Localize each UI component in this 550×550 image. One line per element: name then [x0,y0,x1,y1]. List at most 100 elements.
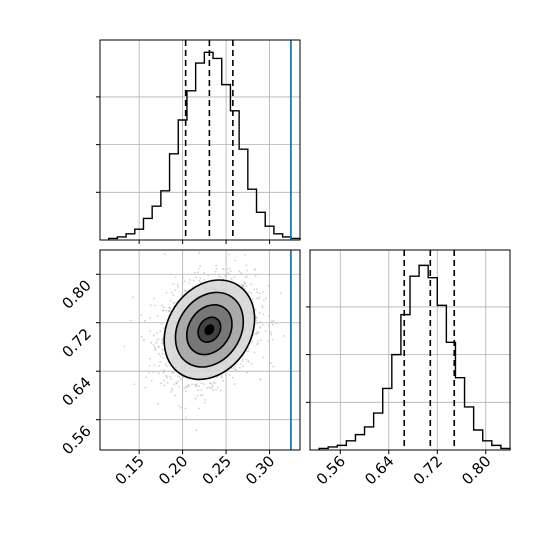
scatter-point [152,334,155,337]
scatter-point [231,376,234,379]
scatter-point [160,342,163,345]
scatter-point [224,274,227,277]
scatter-point [165,291,168,294]
scatter-point [140,335,143,338]
scatter-point [267,324,270,327]
scatter-point [228,374,231,376]
scatter-point [152,344,155,346]
scatter-point [173,371,175,374]
scatter-point [157,372,160,374]
scatter-point [177,285,180,288]
scatter-point [140,314,143,317]
scatter-point [159,361,162,363]
scatter-point [171,388,174,391]
scatter-point [153,304,156,307]
scatter-point [254,308,257,311]
scatter-point [149,316,152,319]
scatter-point [242,365,244,368]
scatter-point [270,362,272,364]
scatter-point [258,311,261,314]
scatter-point [275,322,278,325]
scatter-point [162,309,165,312]
scatter-point [162,306,165,309]
scatter-point [161,348,164,351]
scatter-point [245,358,248,361]
scatter-point [233,383,236,386]
scatter-point [161,304,164,307]
scatter-point [245,275,248,278]
scatter-point [279,292,282,295]
scatter-point [161,337,164,340]
scatter-point [163,326,165,329]
scatter-point [245,264,248,267]
scatter-point [233,276,236,279]
scatter-point [155,342,158,344]
scatter-point [152,371,155,373]
scatter-point [194,383,196,386]
scatter-point [150,341,153,344]
scatter-point [267,315,270,318]
scatter-point [156,339,158,342]
scatter-point [182,276,184,279]
scatter-point [168,309,171,312]
scatter-point [239,363,242,366]
scatter-point [251,298,254,301]
scatter-point [250,291,253,294]
scatter-point [145,376,148,379]
scatter-point [175,381,178,384]
scatter-point [244,253,247,256]
scatter-point [160,322,163,325]
scatter-point [232,367,235,369]
scatter-point [230,277,233,280]
scatter-point [248,291,250,294]
scatter-point [194,276,197,279]
scatter-point [259,321,262,323]
scatter-point [195,429,198,432]
scatter-point [261,305,264,307]
scatter-point [191,383,193,386]
scatter-point [250,362,253,365]
scatter-point [210,382,212,385]
scatter-point [162,371,165,374]
scatter-point [163,379,165,382]
hist-y-outline [318,264,511,450]
scatter-point [159,330,162,333]
scatter-point [257,331,260,334]
scatter-point [166,381,169,384]
scatter-point [200,382,203,385]
scatter-point [240,283,243,286]
scatter-point [165,309,168,312]
scatter-point [163,384,166,387]
scatter-point [203,383,205,385]
scatter-point [253,351,256,354]
scatter-point [211,384,214,387]
hist-x-outline [107,51,301,240]
scatter-point [264,297,267,300]
scatter-point [219,389,222,392]
scatter-point [262,299,265,302]
scatter-point [198,251,201,254]
scatter-point [129,319,132,322]
scatter-point [187,384,190,386]
scatter-point [209,387,212,389]
scatter-point [258,296,261,299]
scatter-point [234,365,237,368]
scatter-point [250,283,252,286]
scatter-point [154,347,157,350]
scatter-point [195,384,198,387]
scatter-point [185,416,188,419]
scatter-point [255,297,258,300]
scatter-point [161,352,164,355]
scatter-point [259,326,261,329]
scatter-point [215,388,217,391]
scatter-point [158,364,161,367]
scatter-point [157,337,160,340]
scatter-point [198,385,200,388]
scatter-point [283,335,285,337]
scatter-point [153,346,156,349]
scatter-point [181,282,184,285]
scatter-point [246,350,249,353]
scatter-point [206,386,209,389]
hist-x-frame [99,39,301,241]
